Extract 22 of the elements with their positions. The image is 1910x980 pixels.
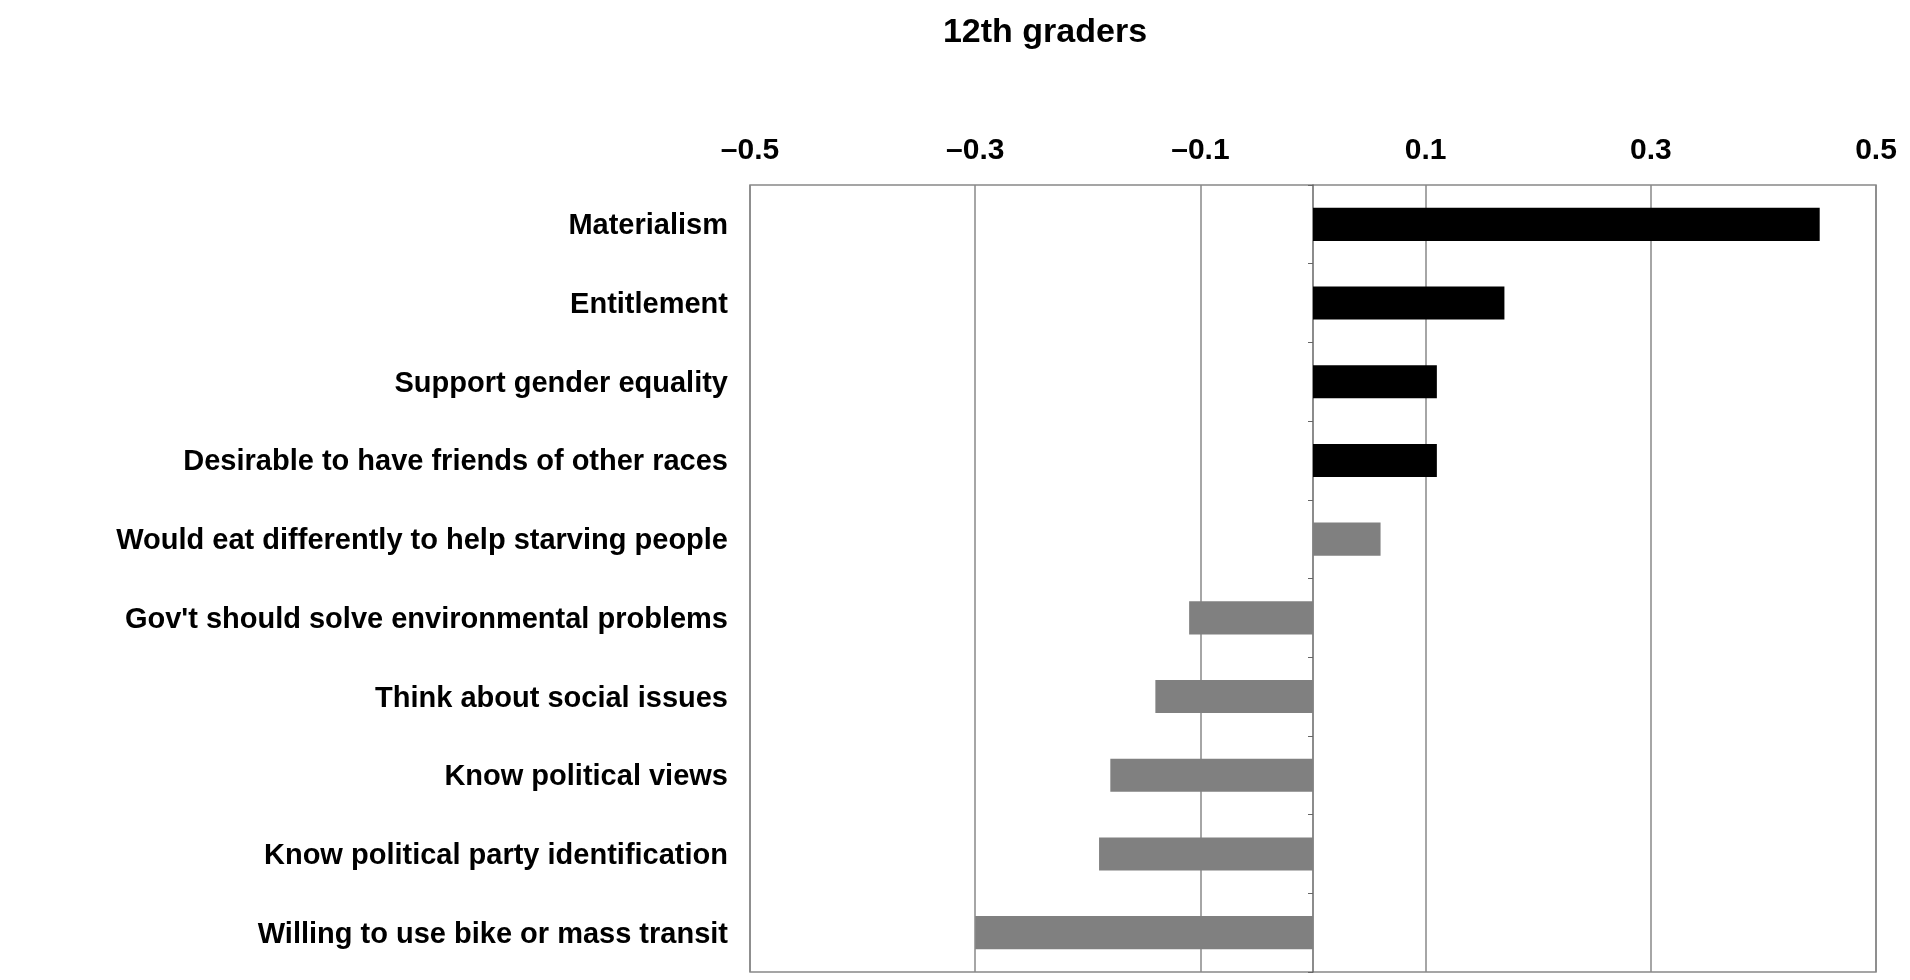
bar bbox=[1313, 365, 1437, 399]
x-tick-label: 0.3 bbox=[1629, 131, 1672, 165]
y-tick-label: Gov't should solve environmental problems bbox=[124, 601, 728, 634]
bar bbox=[1313, 207, 1820, 241]
y-tick-label: Materialism bbox=[568, 208, 728, 241]
chart-title: 12th graders bbox=[942, 11, 1148, 49]
y-tick-label: Desirable to have friends of other races bbox=[183, 444, 728, 477]
y-tick-label: Know political party identification bbox=[263, 837, 728, 870]
x-tick-label: 0.1 bbox=[1404, 131, 1447, 165]
y-tick-label: Entitlement bbox=[570, 287, 729, 320]
bar bbox=[1313, 522, 1381, 556]
x-tick-label: –0.5 bbox=[720, 131, 780, 165]
y-tick-label: Support gender equality bbox=[394, 365, 728, 398]
x-tick-label: –0.1 bbox=[1171, 131, 1230, 165]
bar bbox=[1313, 443, 1437, 477]
x-tick-label: –0.3 bbox=[946, 131, 1005, 165]
x-tick-label: 0.5 bbox=[1855, 131, 1897, 165]
y-tick-label: Would eat differently to help starving people bbox=[116, 523, 728, 556]
y-tick-label: Think about social issues bbox=[375, 680, 728, 713]
y-tick-label: Know political views bbox=[444, 759, 728, 792]
bar bbox=[1313, 286, 1505, 320]
y-tick-label: Willing to use bike or mass transit bbox=[257, 916, 729, 949]
